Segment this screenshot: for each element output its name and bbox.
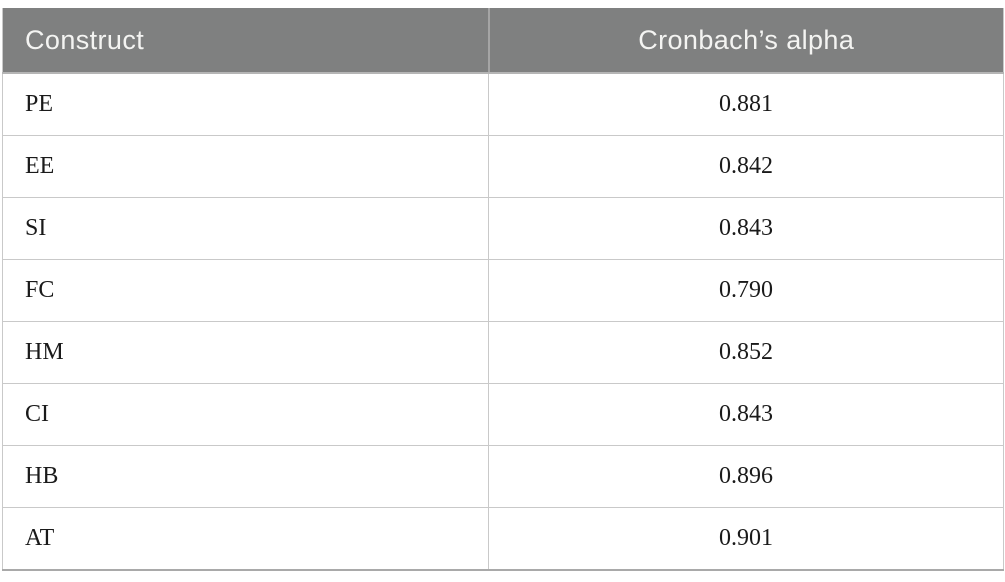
table-row: PE 0.881 [2, 72, 1004, 136]
construct-cell: EE [2, 135, 489, 198]
construct-cell: HB [2, 445, 489, 508]
table-row: HM 0.852 [2, 321, 1004, 384]
alpha-cell: 0.842 [488, 135, 1004, 198]
table-row: CI 0.843 [2, 383, 1004, 446]
alpha-cell: 0.843 [488, 383, 1004, 446]
header-row: Construct Cronbach’s alpha [2, 8, 1004, 74]
alpha-cell: 0.881 [488, 72, 1004, 136]
cronbach-alpha-table: Construct Cronbach’s alpha PE 0.881 EE 0… [2, 8, 1004, 571]
construct-cell: FC [2, 259, 489, 322]
construct-cell: SI [2, 197, 489, 260]
table-row: HB 0.896 [2, 445, 1004, 508]
alpha-cell: 0.852 [488, 321, 1004, 384]
column-header-construct: Construct [2, 8, 489, 74]
construct-cell: HM [2, 321, 489, 384]
table-row: EE 0.842 [2, 135, 1004, 198]
table-row: AT 0.901 [2, 507, 1004, 570]
construct-cell: PE [2, 72, 489, 136]
construct-cell: AT [2, 507, 489, 570]
table-row: SI 0.843 [2, 197, 1004, 260]
table-row: FC 0.790 [2, 259, 1004, 322]
alpha-cell: 0.896 [488, 445, 1004, 508]
alpha-cell: 0.901 [488, 507, 1004, 570]
alpha-cell: 0.843 [488, 197, 1004, 260]
column-header-cronbachs-alpha: Cronbach’s alpha [487, 8, 1004, 74]
alpha-cell: 0.790 [488, 259, 1004, 322]
construct-cell: CI [2, 383, 489, 446]
